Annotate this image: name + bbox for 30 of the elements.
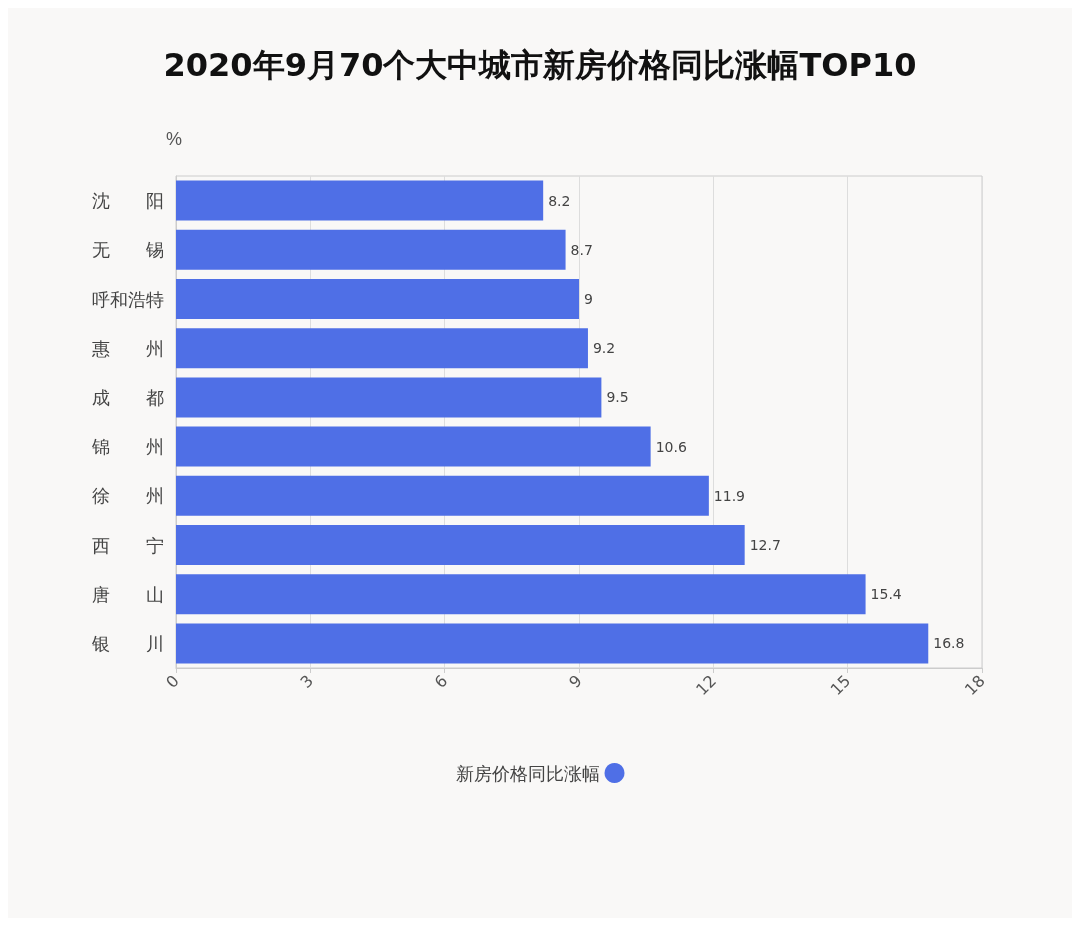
data-label: 16.8 [933, 635, 965, 652]
x-tick-label: 18 [960, 671, 989, 700]
x-axis-title: % [166, 129, 183, 149]
data-label: 8.2 [548, 192, 571, 209]
data-label: 11.9 [713, 487, 746, 504]
x-tick-label: 15 [826, 671, 855, 700]
data-label: 8.7 [570, 241, 593, 258]
y-tick-label: 徐 州 [92, 485, 164, 507]
y-tick-label: 沈 阳 [92, 190, 164, 212]
x-tick-label: 6 [430, 671, 452, 692]
legend-label: 新房价格同比涨幅 [455, 762, 600, 784]
y-tick-label: 银 川 [91, 632, 164, 654]
x-tick-label: 0 [162, 671, 183, 692]
data-label: 15.4 [870, 586, 902, 603]
x-tick-label: 12 [692, 671, 721, 700]
y-tick-label: 呼和浩特 [92, 288, 164, 310]
y-tick-label: 成 都 [92, 386, 164, 408]
chart-title: 2020年9月70个大中城市新房价格同比涨幅TOP10 [163, 46, 917, 84]
y-tick-label: 锦 州 [91, 436, 164, 458]
y-tick-label: 无 锡 [92, 239, 164, 261]
y-tick-label: 惠 州 [91, 337, 164, 359]
data-label: 10.6 [655, 438, 687, 455]
data-label: 9 [584, 291, 593, 307]
y-tick-label: 西 宁 [92, 534, 164, 556]
x-tick-label: 3 [296, 671, 318, 692]
x-tick-label: 9 [565, 671, 586, 692]
data-label: 9.5 [606, 389, 629, 406]
data-label: 12.7 [749, 537, 781, 553]
data-label: 9.2 [592, 340, 616, 357]
y-tick-label: 唐 山 [92, 583, 164, 605]
